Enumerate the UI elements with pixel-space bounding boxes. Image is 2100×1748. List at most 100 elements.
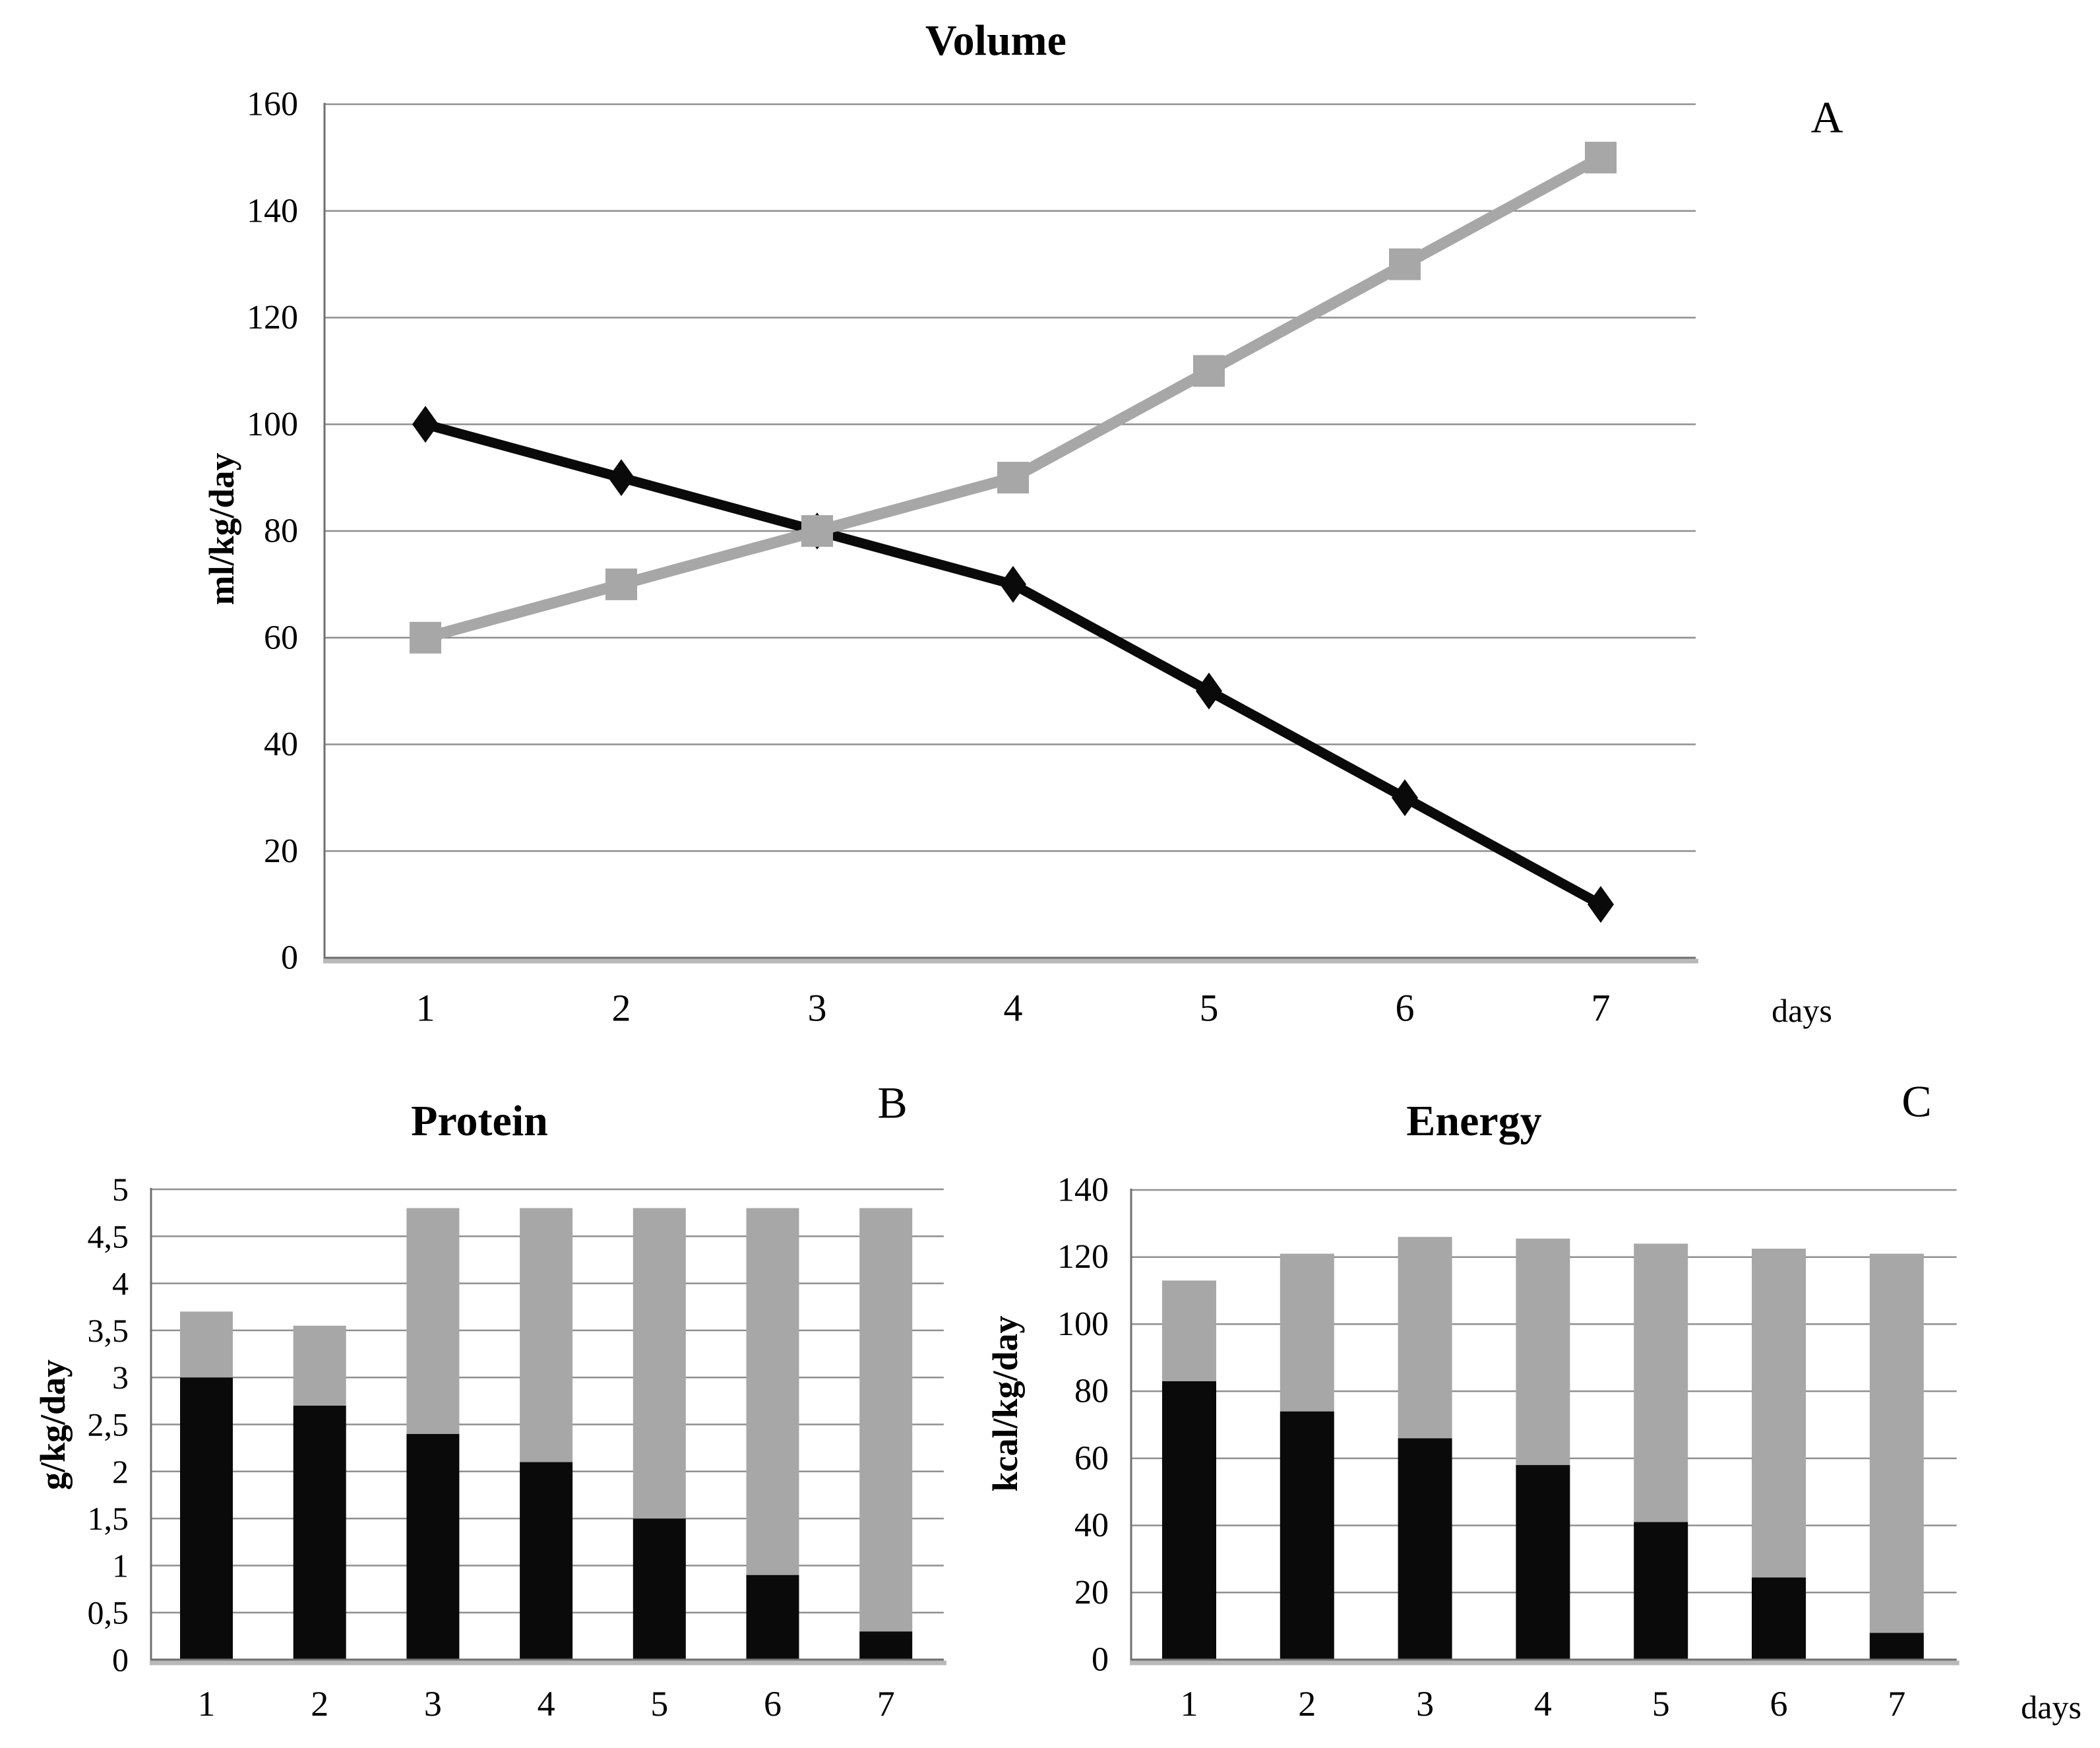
energy-ytick-120: 120 bbox=[1057, 1238, 1109, 1276]
energy-bar-day5-black-bottom-segment bbox=[1634, 1522, 1688, 1660]
volume-ytick-160: 160 bbox=[247, 86, 298, 123]
protein-bar-day2-gray-top-segment bbox=[293, 1325, 346, 1406]
volume-ytick-40: 40 bbox=[264, 726, 298, 763]
volume-marker-diamond-day4 bbox=[1000, 565, 1026, 603]
protein-ytick-2,5: 2,5 bbox=[88, 1406, 129, 1443]
energy-bar-day7-black-bottom-segment bbox=[1869, 1633, 1924, 1660]
volume-ytick-120: 120 bbox=[247, 299, 298, 336]
volume-ytick-80: 80 bbox=[264, 513, 298, 550]
protein-bar-day6-black-bottom-segment bbox=[746, 1575, 799, 1660]
protein-bar-day1-gray-top-segment bbox=[180, 1311, 233, 1378]
energy-ytick-100: 100 bbox=[1057, 1305, 1109, 1343]
protein-ytick-0: 0 bbox=[112, 1641, 129, 1678]
protein-bar-day5-black-bottom-segment bbox=[633, 1518, 686, 1660]
volume-xtick-4: 4 bbox=[1004, 987, 1023, 1030]
volume-ytick-0: 0 bbox=[281, 939, 298, 977]
protein-bar-day5-gray-top-segment bbox=[633, 1208, 686, 1519]
energy-bar-day1-black-bottom-segment bbox=[1162, 1381, 1216, 1660]
volume-marker-square-day1 bbox=[410, 621, 441, 654]
protein-y-axis-label: g/kg/day bbox=[33, 1359, 73, 1491]
volume-ytick-60: 60 bbox=[264, 619, 298, 656]
energy-ytick-40: 40 bbox=[1074, 1507, 1109, 1544]
volume-xtick-7: 7 bbox=[1591, 987, 1611, 1030]
energy-ytick-0: 0 bbox=[1092, 1641, 1109, 1679]
energy-ytick-20: 20 bbox=[1074, 1574, 1109, 1611]
energy-bar-day6-black-bottom-segment bbox=[1752, 1577, 1806, 1660]
protein-ytick-4: 4 bbox=[112, 1265, 129, 1302]
protein-bar-day2-black-bottom-segment bbox=[293, 1405, 346, 1660]
energy-bar-day7-gray-top-segment bbox=[1869, 1253, 1924, 1633]
energy-ytick-80: 80 bbox=[1074, 1373, 1109, 1410]
energy-chart-title: Energy bbox=[1406, 1097, 1542, 1145]
volume-x-axis-label: days bbox=[1772, 992, 1832, 1029]
protein-bar-day1-black-bottom-segment bbox=[180, 1377, 233, 1660]
energy-x-axis-label: days bbox=[2021, 1689, 2082, 1726]
volume-line-increasing-gray-square bbox=[419, 152, 1607, 644]
volume-ytick-140: 140 bbox=[247, 192, 298, 230]
protein-ytick-1: 1 bbox=[112, 1547, 129, 1584]
energy-bar-day3-black-bottom-segment bbox=[1398, 1438, 1452, 1660]
volume-marker-diamond-day6 bbox=[1392, 779, 1418, 817]
protein-xtick-3: 3 bbox=[424, 1684, 442, 1724]
volume-marker-diamond-day2 bbox=[608, 459, 634, 497]
energy-xtick-5: 5 bbox=[1652, 1684, 1670, 1724]
panel-b-label: B bbox=[877, 1077, 908, 1128]
volume-marker-diamond-day5 bbox=[1196, 672, 1222, 710]
energy-y-axis-label: kcal/kg/day bbox=[985, 1315, 1025, 1492]
volume-marker-diamond-day1 bbox=[412, 406, 439, 443]
volume-marker-diamond-day7 bbox=[1588, 886, 1614, 923]
protein-xtick-5: 5 bbox=[650, 1684, 668, 1724]
energy-bar-day3-gray-top-segment bbox=[1398, 1237, 1452, 1439]
panel-c-label: C bbox=[1901, 1076, 1932, 1127]
protein-ytick-2: 2 bbox=[112, 1453, 129, 1490]
protein-bar-day4-gray-top-segment bbox=[520, 1208, 573, 1462]
volume-marker-square-day2 bbox=[605, 568, 637, 600]
protein-bar-day4-black-bottom-segment bbox=[520, 1462, 573, 1660]
protein-xtick-7: 7 bbox=[877, 1684, 895, 1724]
volume-marker-square-day7 bbox=[1585, 141, 1617, 173]
energy-xtick-3: 3 bbox=[1416, 1684, 1434, 1724]
volume-y-axis-label: ml/kg/day bbox=[202, 453, 241, 606]
energy-bar-day1-gray-top-segment bbox=[1162, 1280, 1216, 1381]
protein-ytick-5: 5 bbox=[112, 1171, 129, 1208]
volume-marker-square-day5 bbox=[1193, 355, 1225, 387]
protein-xtick-6: 6 bbox=[764, 1684, 782, 1724]
volume-xtick-5: 5 bbox=[1200, 987, 1219, 1030]
protein-ytick-1,5: 1,5 bbox=[88, 1500, 129, 1537]
volume-marker-square-day3 bbox=[801, 515, 833, 547]
energy-ytick-140: 140 bbox=[1057, 1171, 1109, 1209]
energy-bar-day4-gray-top-segment bbox=[1516, 1238, 1570, 1466]
energy-xtick-1: 1 bbox=[1181, 1684, 1198, 1724]
panel-a-label: A bbox=[1810, 92, 1843, 142]
volume-line-decreasing-black-diamond bbox=[420, 419, 1606, 910]
protein-bar-day3-gray-top-segment bbox=[406, 1208, 460, 1434]
volume-ytick-20: 20 bbox=[264, 832, 298, 870]
energy-xtick-7: 7 bbox=[1888, 1684, 1905, 1724]
energy-xtick-2: 2 bbox=[1298, 1684, 1316, 1724]
volume-marker-square-day6 bbox=[1389, 248, 1421, 280]
volume-xtick-3: 3 bbox=[808, 987, 827, 1030]
protein-ytick-0,5: 0,5 bbox=[88, 1594, 129, 1631]
energy-xtick-4: 4 bbox=[1534, 1684, 1552, 1724]
energy-xtick-6: 6 bbox=[1770, 1684, 1788, 1724]
protein-ytick-3,5: 3,5 bbox=[88, 1312, 129, 1349]
energy-bar-day5-gray-top-segment bbox=[1634, 1243, 1688, 1522]
protein-ytick-4,5: 4,5 bbox=[88, 1218, 129, 1255]
volume-xtick-1: 1 bbox=[416, 987, 435, 1030]
energy-bar-day4-black-bottom-segment bbox=[1516, 1465, 1570, 1660]
protein-ytick-3: 3 bbox=[112, 1359, 129, 1396]
protein-xtick-1: 1 bbox=[198, 1684, 216, 1724]
protein-xtick-2: 2 bbox=[311, 1684, 328, 1724]
protein-bar-day6-gray-top-segment bbox=[746, 1208, 799, 1575]
protein-chart-title: Protein bbox=[411, 1097, 548, 1145]
volume-chart-title: Volume bbox=[925, 16, 1066, 65]
energy-bar-day2-black-bottom-segment bbox=[1280, 1411, 1334, 1660]
volume-ytick-100: 100 bbox=[247, 406, 298, 443]
volume-marker-square-day4 bbox=[997, 462, 1029, 494]
volume-xtick-2: 2 bbox=[612, 987, 631, 1030]
protein-bar-day3-black-bottom-segment bbox=[406, 1433, 460, 1660]
volume-xtick-6: 6 bbox=[1396, 987, 1415, 1030]
energy-bar-day2-gray-top-segment bbox=[1280, 1253, 1334, 1412]
